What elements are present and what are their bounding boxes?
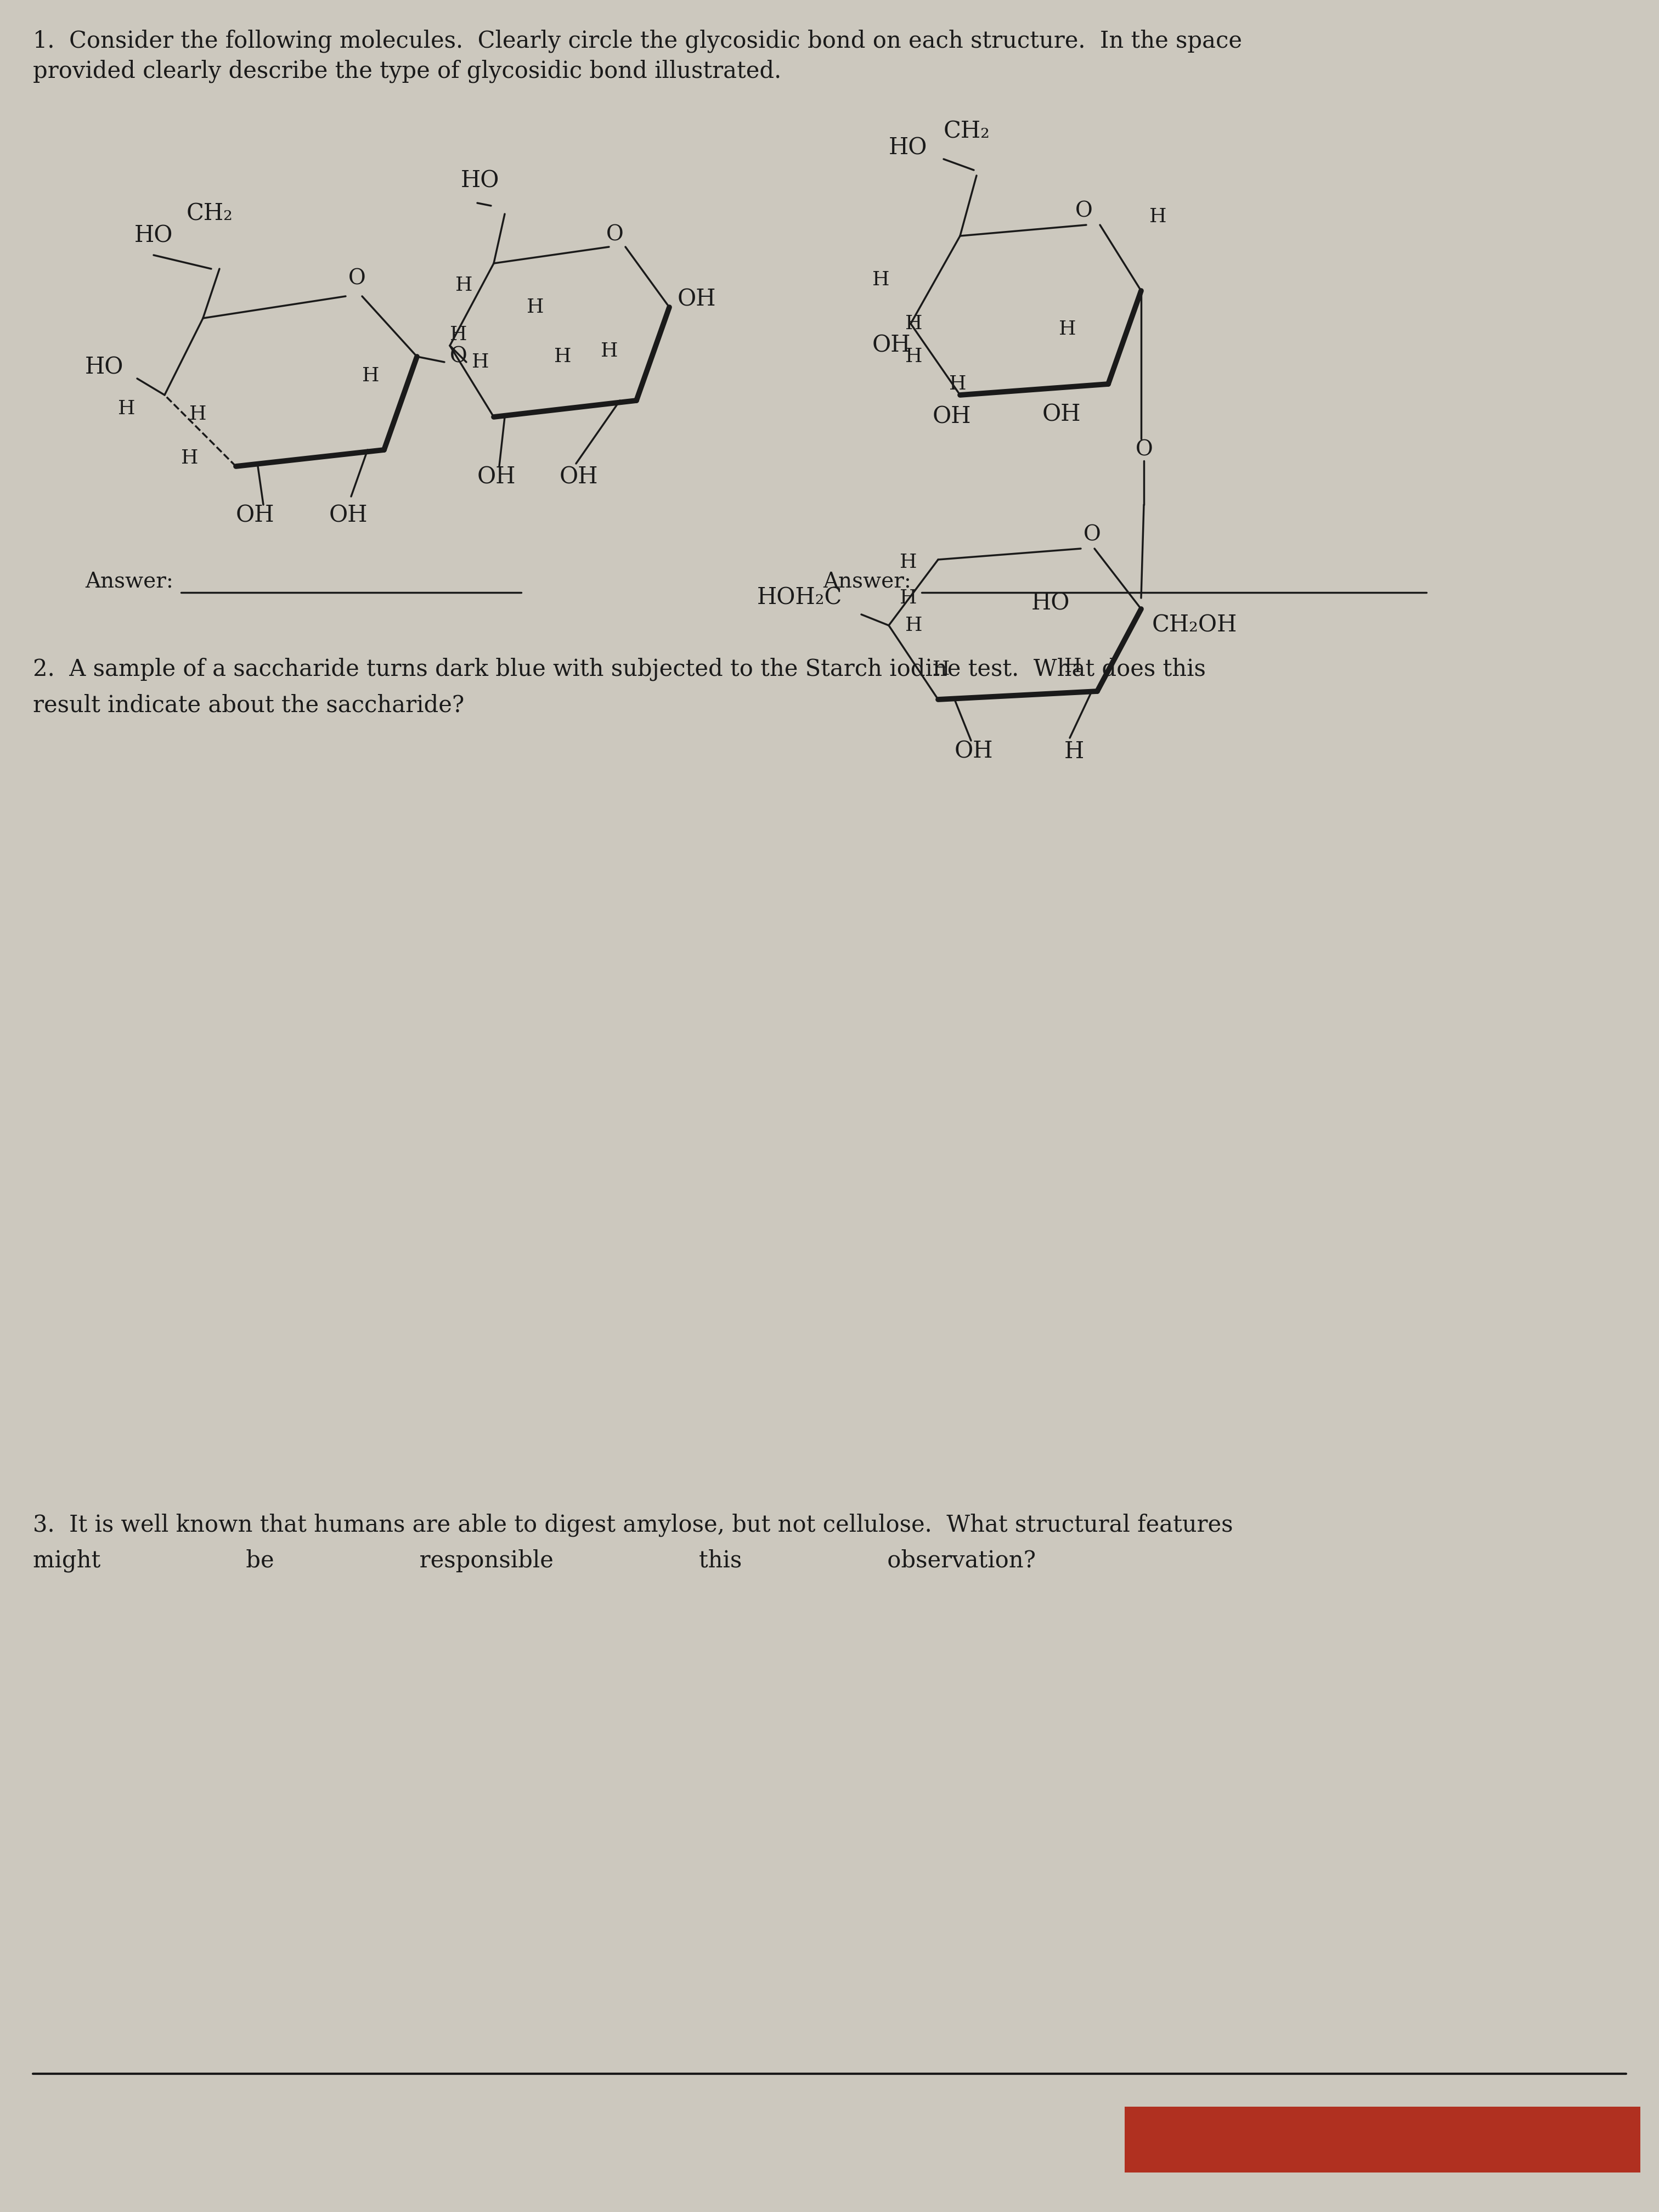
Text: OH: OH — [236, 504, 275, 526]
FancyBboxPatch shape — [1125, 2106, 1641, 2172]
Text: OH: OH — [873, 334, 911, 356]
Text: CH₂: CH₂ — [944, 119, 990, 144]
Text: O: O — [348, 268, 365, 290]
Text: H: H — [899, 588, 917, 608]
Text: HO: HO — [134, 223, 173, 248]
Text: H: H — [526, 299, 544, 316]
Text: O: O — [1075, 201, 1093, 221]
Text: 1.  Consider the following molecules.  Clearly circle the glycosidic bond on eac: 1. Consider the following molecules. Cle… — [33, 29, 1243, 53]
Text: OH: OH — [328, 504, 368, 526]
Text: might                    be                    responsible                    th: might be responsible th — [33, 1548, 1035, 1573]
Text: HO: HO — [889, 137, 927, 159]
Text: provided clearly describe the type of glycosidic bond illustrated.: provided clearly describe the type of gl… — [33, 60, 781, 84]
Text: O: O — [1083, 524, 1102, 544]
Text: 149: 149 — [1558, 2130, 1606, 2154]
Text: result indicate about the saccharide?: result indicate about the saccharide? — [33, 692, 465, 717]
Text: H: H — [554, 347, 571, 365]
Text: HO: HO — [461, 170, 499, 192]
Text: H: H — [362, 367, 380, 385]
Text: 3.  It is well known that humans are able to digest amylose, but not cellulose. : 3. It is well known that humans are able… — [33, 1513, 1233, 1537]
Text: O: O — [606, 226, 624, 246]
Text: HOH₂C: HOH₂C — [757, 586, 843, 611]
Text: H: H — [1065, 657, 1082, 677]
Text: H: H — [899, 553, 917, 571]
Text: H: H — [949, 374, 967, 394]
Text: H: H — [181, 449, 199, 467]
Text: O: O — [1136, 440, 1153, 460]
Text: H: H — [932, 659, 951, 679]
Text: H: H — [455, 276, 473, 294]
Text: H: H — [471, 352, 489, 372]
Text: H: H — [118, 400, 136, 418]
Text: H: H — [1065, 741, 1085, 763]
Text: H: H — [873, 270, 889, 290]
Text: HO: HO — [85, 356, 124, 378]
Text: carbohydrates | EXP 11: carbohydrates | EXP 11 — [1136, 2132, 1415, 2152]
Text: OH: OH — [478, 467, 516, 489]
Text: H: H — [906, 617, 922, 635]
Text: H: H — [906, 314, 922, 334]
Text: Answer:: Answer: — [823, 571, 911, 591]
Text: H: H — [189, 405, 207, 422]
Text: Answer:: Answer: — [85, 571, 173, 591]
Text: 2.  A sample of a saccharide turns dark blue with subjected to the Starch iodine: 2. A sample of a saccharide turns dark b… — [33, 657, 1206, 681]
Text: O: O — [450, 347, 468, 367]
Text: OH: OH — [1042, 403, 1082, 425]
Text: OH: OH — [932, 405, 971, 429]
Text: CH₂OH: CH₂OH — [1151, 615, 1238, 637]
Text: H: H — [450, 325, 468, 345]
Text: OH: OH — [677, 288, 717, 310]
Text: HO: HO — [1032, 593, 1070, 615]
Text: OH: OH — [954, 741, 994, 763]
Text: CH₂: CH₂ — [186, 204, 234, 226]
Text: H: H — [1150, 208, 1166, 226]
Text: H: H — [906, 347, 922, 365]
Text: H: H — [1058, 321, 1077, 338]
Text: H: H — [601, 343, 619, 361]
Text: OH: OH — [559, 467, 599, 489]
